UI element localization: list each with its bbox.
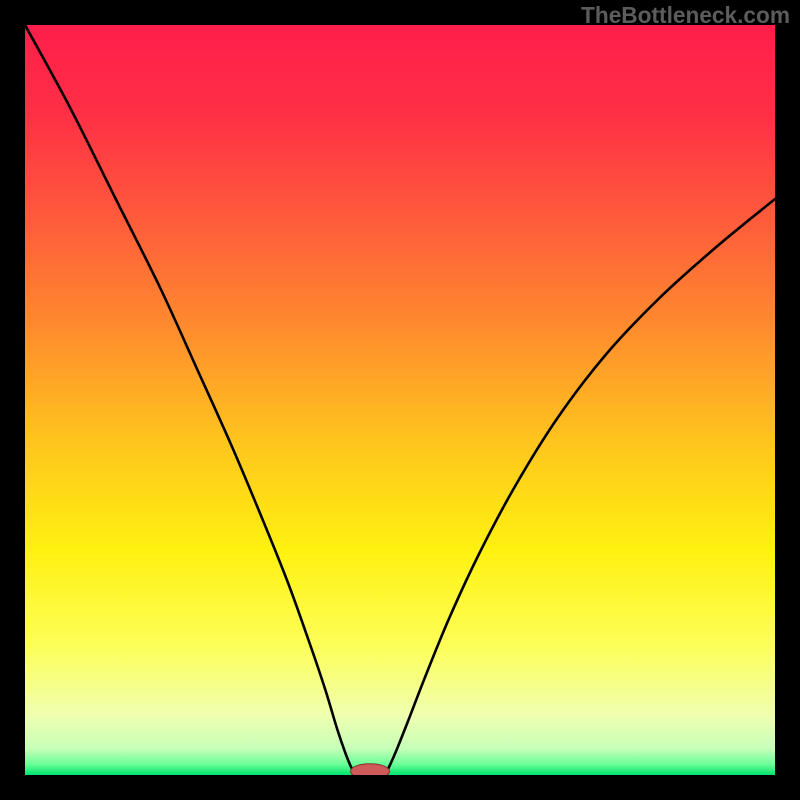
attribution-text: TheBottleneck.com	[581, 2, 790, 29]
curve-path	[25, 25, 775, 775]
chart-canvas: TheBottleneck.com	[0, 0, 800, 800]
minimum-marker	[351, 764, 390, 775]
bottleneck-curve	[25, 25, 775, 775]
plot-area	[25, 25, 775, 775]
